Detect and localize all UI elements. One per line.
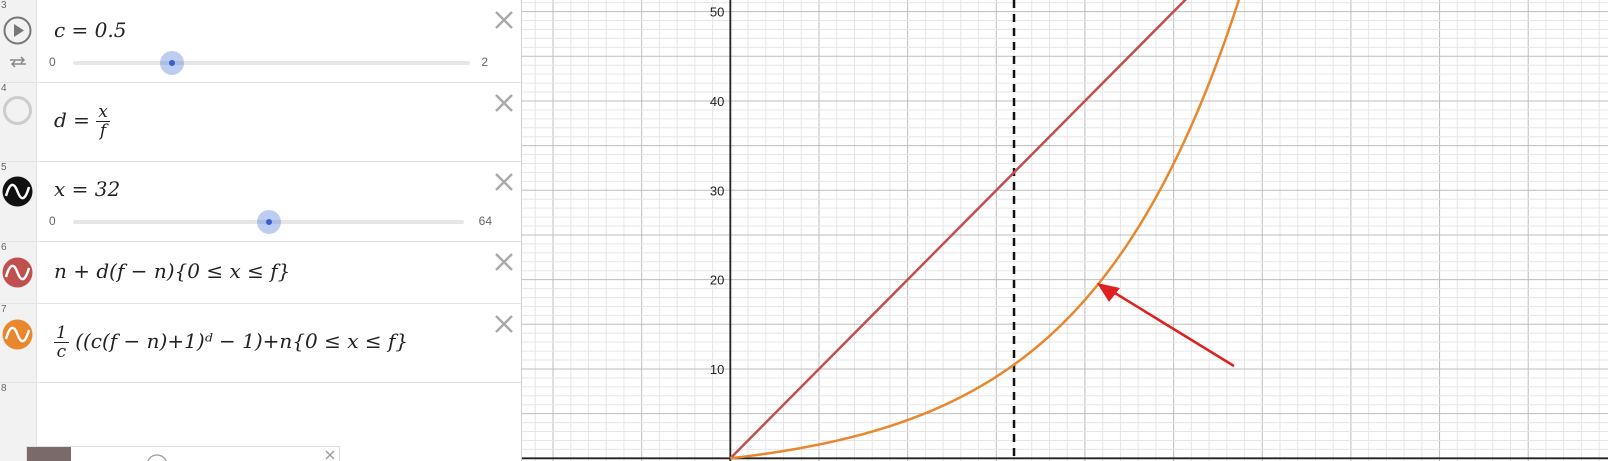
row-number: 8 xyxy=(1,383,7,394)
graph-toggle-icon[interactable] xyxy=(2,257,33,288)
y-tick-labels: 10 20 30 40 50 xyxy=(710,5,724,377)
hidden-toggle-icon[interactable] xyxy=(2,95,33,126)
plots xyxy=(729,0,1241,461)
y-tick-label: 20 xyxy=(710,273,724,288)
row-number: 3 xyxy=(1,0,7,11)
annotation-arrowhead xyxy=(1097,283,1120,302)
exponential-plot xyxy=(730,0,1241,460)
slider-max: 64 xyxy=(478,214,492,228)
slider-track[interactable] xyxy=(73,61,470,65)
graph-toggle-icon[interactable] xyxy=(2,176,33,207)
y-tick-label: 50 xyxy=(710,5,724,20)
expression-row-line[interactable]: 6 n + d(f − n){0 ≤ x ≤ f} xyxy=(0,242,521,304)
loop-icon[interactable] xyxy=(8,55,28,69)
slider-x[interactable]: 0 64 xyxy=(47,210,492,234)
close-icon[interactable] xyxy=(492,250,516,274)
close-icon[interactable] xyxy=(492,8,516,32)
graph-toggle-icon[interactable] xyxy=(2,319,33,350)
linear-plot xyxy=(729,0,1187,460)
expression-c[interactable]: c = 0.5 xyxy=(54,18,127,42)
graph-canvas[interactable]: 10 20 30 40 50 xyxy=(522,0,1608,461)
circle-icon xyxy=(147,454,167,461)
ad-banner[interactable] xyxy=(26,446,340,461)
close-icon[interactable] xyxy=(492,312,516,336)
close-icon[interactable] xyxy=(325,450,335,460)
expression-line[interactable]: n + d(f − n){0 ≤ x ≤ f} xyxy=(54,259,291,283)
slider-thumb[interactable] xyxy=(160,51,185,75)
play-icon[interactable] xyxy=(2,15,33,46)
slider-c[interactable]: 0 2 xyxy=(47,51,492,75)
row-number: 5 xyxy=(1,162,7,173)
grid xyxy=(522,0,1608,461)
y-tick-label: 30 xyxy=(710,183,724,198)
slider-min: 0 xyxy=(49,214,56,228)
expression-x[interactable]: x = 32 xyxy=(54,177,121,201)
close-icon[interactable] xyxy=(492,91,516,115)
close-icon[interactable] xyxy=(492,170,516,194)
y-tick-label: 10 xyxy=(710,362,724,377)
annotation-arrow-shaft xyxy=(1109,288,1235,368)
slider-thumb[interactable] xyxy=(256,210,281,234)
slider-min: 0 xyxy=(49,55,56,69)
expression-row-c[interactable]: 3 c = 0.5 0 2 xyxy=(0,0,521,83)
ad-thumbnail xyxy=(27,447,71,461)
row-number: 4 xyxy=(1,83,7,94)
y-tick-label: 40 xyxy=(710,94,724,109)
row-number: 6 xyxy=(1,242,7,253)
row-number: 7 xyxy=(1,304,7,315)
expression-row-x[interactable]: 5 x = 32 0 64 xyxy=(0,162,521,242)
slider-max: 2 xyxy=(481,55,488,69)
